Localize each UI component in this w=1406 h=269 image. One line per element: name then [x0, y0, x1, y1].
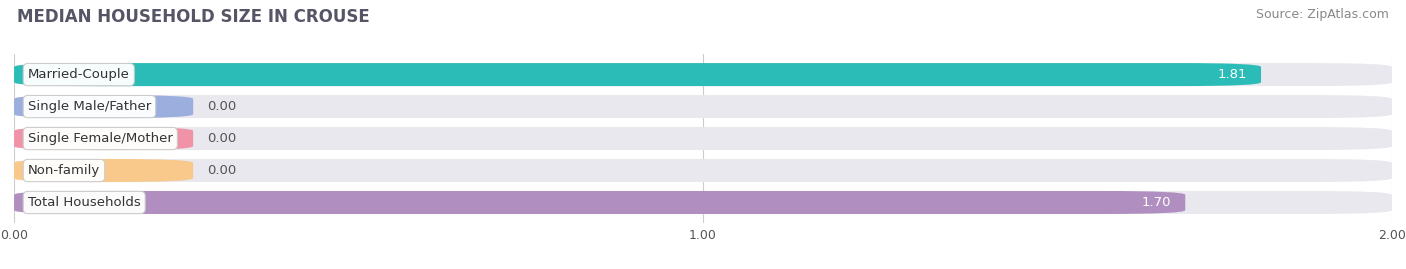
Text: Total Households: Total Households [28, 196, 141, 209]
Text: 1.81: 1.81 [1218, 68, 1247, 81]
Text: 0.00: 0.00 [207, 132, 236, 145]
FancyBboxPatch shape [14, 95, 1392, 118]
FancyBboxPatch shape [14, 191, 1392, 214]
FancyBboxPatch shape [14, 127, 193, 150]
FancyBboxPatch shape [14, 127, 1392, 150]
Text: Single Female/Mother: Single Female/Mother [28, 132, 173, 145]
FancyBboxPatch shape [14, 191, 1185, 214]
Text: 0.00: 0.00 [207, 100, 236, 113]
Text: Married-Couple: Married-Couple [28, 68, 129, 81]
FancyBboxPatch shape [14, 159, 193, 182]
Text: Single Male/Father: Single Male/Father [28, 100, 150, 113]
FancyBboxPatch shape [14, 95, 193, 118]
Text: Source: ZipAtlas.com: Source: ZipAtlas.com [1256, 8, 1389, 21]
FancyBboxPatch shape [14, 159, 1392, 182]
Text: 0.00: 0.00 [207, 164, 236, 177]
FancyBboxPatch shape [14, 63, 1261, 86]
Text: 1.70: 1.70 [1142, 196, 1171, 209]
Text: Non-family: Non-family [28, 164, 100, 177]
FancyBboxPatch shape [14, 63, 1392, 86]
Text: MEDIAN HOUSEHOLD SIZE IN CROUSE: MEDIAN HOUSEHOLD SIZE IN CROUSE [17, 8, 370, 26]
